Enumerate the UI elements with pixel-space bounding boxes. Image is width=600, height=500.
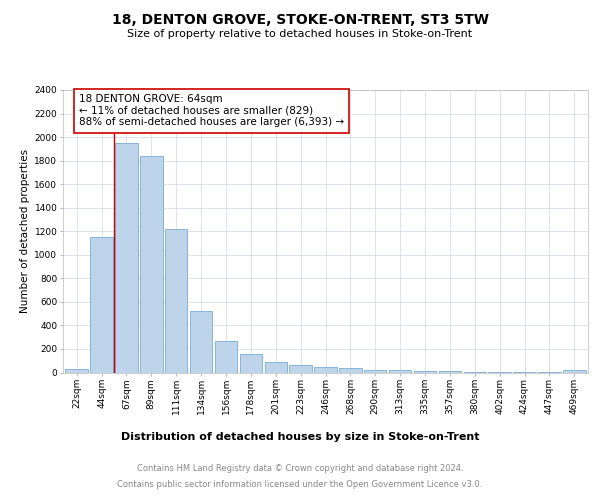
Bar (289, 366, 312, 372)
Text: Contains public sector information licensed under the Open Government Licence v3: Contains public sector information licen… (118, 480, 482, 489)
Text: Distribution of detached houses by size in Stoke-on-Trent: Distribution of detached houses by size … (121, 432, 479, 442)
Y-axis label: Number of detached properties: Number of detached properties (20, 149, 30, 314)
Bar (165, 229, 187, 372)
Bar (265, 362, 287, 372)
Bar (91, 237, 113, 372)
Bar (364, 370, 386, 372)
Text: 18 DENTON GROVE: 64sqm
← 11% of detached houses are smaller (829)
88% of semi-de: 18 DENTON GROVE: 64sqm ← 11% of detached… (79, 94, 344, 128)
Bar (339, 368, 362, 372)
Text: 18, DENTON GROVE, STOKE-ON-TRENT, ST3 5TW: 18, DENTON GROVE, STOKE-ON-TRENT, ST3 5T… (112, 12, 488, 26)
Bar (563, 370, 586, 372)
Bar (215, 340, 237, 372)
Text: Size of property relative to detached houses in Stoke-on-Trent: Size of property relative to detached ho… (127, 29, 473, 39)
Bar (314, 366, 337, 372)
Bar (115, 143, 137, 372)
Bar (389, 370, 412, 372)
Text: Contains HM Land Registry data © Crown copyright and database right 2024.: Contains HM Land Registry data © Crown c… (137, 464, 463, 473)
Bar (65, 369, 88, 372)
Bar (140, 156, 163, 372)
Bar (190, 312, 212, 372)
Bar (239, 354, 262, 372)
